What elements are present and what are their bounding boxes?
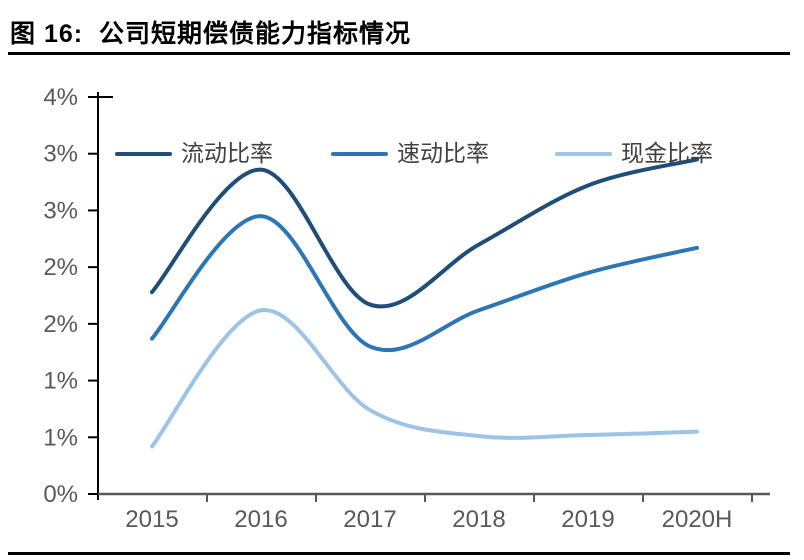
series-line-2 bbox=[150, 308, 699, 449]
legend-item-cash-ratio: 现金比率 bbox=[555, 142, 713, 165]
legend-label: 现金比率 bbox=[621, 140, 713, 166]
y-axis-tick-label: 3% bbox=[43, 197, 78, 224]
legend-label: 速动比率 bbox=[397, 140, 489, 166]
legend-item-current-ratio: 流动比率 bbox=[115, 142, 273, 165]
legend-item-quick-ratio: 速动比率 bbox=[331, 142, 489, 165]
chart-legend: 流动比率 速动比率 现金比率 bbox=[115, 142, 713, 165]
y-axis-tick-label: 4% bbox=[43, 84, 78, 111]
x-axis-tick-label: 2018 bbox=[452, 506, 505, 533]
cash-ratio-line-swatch bbox=[555, 151, 612, 156]
quick-ratio-line-swatch bbox=[331, 151, 388, 156]
x-axis-tick-label: 2019 bbox=[561, 506, 614, 533]
plot-area: 0% 1% 1% 2% 2% 3% 3% 4% 2015 2016 2017 2018 2019 2020… bbox=[43, 84, 770, 533]
series-line-0 bbox=[150, 157, 699, 309]
solvency-line-chart: 0% 1% 1% 2% 2% 3% 3% 4% 2015 2016 2017 2018 2019 2020… bbox=[0, 56, 804, 552]
title-divider-line bbox=[8, 52, 790, 55]
bottom-divider-line bbox=[8, 552, 790, 555]
x-axis-tick-label: 2015 bbox=[125, 506, 178, 533]
x-axis-tick-label: 2017 bbox=[343, 506, 396, 533]
current-ratio-line-swatch bbox=[115, 151, 172, 156]
series-line-1 bbox=[150, 214, 699, 353]
x-axis-tick-label: 2020H bbox=[662, 506, 733, 533]
y-axis-tick-label: 2% bbox=[43, 311, 78, 338]
x-axis-tick-label: 2016 bbox=[234, 506, 287, 533]
y-axis-tick-label: 3% bbox=[43, 141, 78, 168]
y-axis-tick-label: 1% bbox=[43, 368, 78, 395]
legend-label: 流动比率 bbox=[181, 140, 273, 166]
y-axis-tick-label: 1% bbox=[43, 424, 78, 451]
y-axis-tick-label: 2% bbox=[43, 254, 78, 281]
figure-title: 图 16: 公司短期偿债能力指标情况 bbox=[10, 20, 411, 48]
y-axis-tick-label: 0% bbox=[43, 481, 78, 508]
